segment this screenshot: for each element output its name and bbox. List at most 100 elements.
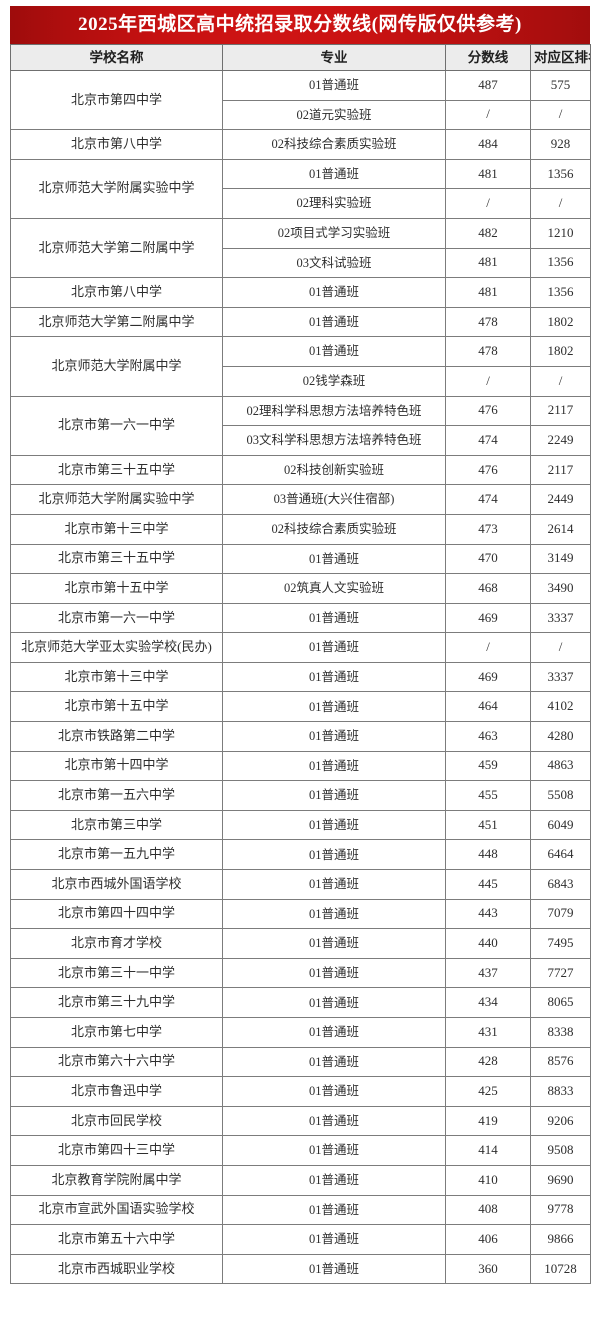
cell-school-name: 北京市第十五中学	[10, 691, 223, 723]
cell-district-rank: 2614	[530, 513, 591, 545]
cell-district-rank: 9778	[530, 1194, 591, 1226]
cell-score-line: 406	[445, 1224, 531, 1255]
cell-school-name: 北京市第三十五中学	[10, 543, 223, 575]
cell-major: 02科技综合素质实验班	[222, 513, 446, 545]
table-row: 北京市第四中学 01普通班 487 575	[10, 69, 591, 131]
table-row: 02道元实验班 / /	[11, 99, 591, 131]
cell-district-rank: 1802	[530, 336, 591, 367]
cell-score-line: 459	[445, 750, 531, 782]
table-row: 北京市第三十五中学 02科技创新实验班 476 2117	[10, 454, 591, 486]
cell-score-line: /	[445, 99, 531, 131]
cell-school-name: 北京师范大学附属实验中学	[10, 158, 223, 219]
cell-score-line: /	[445, 632, 531, 663]
table-row: 02理科实验班 / /	[11, 188, 591, 219]
table-row: 03文科试验班 481 1356	[11, 247, 591, 279]
table-row: 02钱学森班 / /	[11, 365, 591, 397]
cell-district-rank: 1802	[530, 306, 591, 338]
cell-district-rank: 2117	[530, 454, 591, 486]
cell-district-rank: 2449	[530, 484, 591, 515]
table-row: 北京市第八中学 01普通班 481 1356	[10, 277, 591, 308]
table-row: 北京市铁路第二中学 01普通班 463 4280	[10, 721, 591, 752]
cell-school-name: 北京师范大学附属中学	[10, 336, 223, 397]
cell-district-rank: 1356	[530, 247, 591, 279]
table-row: 北京市第六十六中学 01普通班 428 8576	[10, 1046, 591, 1078]
cell-district-rank: 4863	[530, 750, 591, 782]
cell-major: 01普通班	[222, 602, 446, 634]
table-row: 北京师范大学第二附属中学 02项目式学习实验班 482 1210	[10, 217, 591, 279]
table-row: 北京市第五十六中学 01普通班 406 9866	[10, 1224, 591, 1255]
table-header: 学校名称 专业 分数线 对应区排名	[10, 44, 591, 71]
cell-major: 01普通班	[222, 750, 446, 782]
cell-score-line: 437	[445, 957, 531, 989]
cell-district-rank: 575	[530, 70, 591, 101]
cell-major: 02钱学森班	[222, 365, 446, 397]
cell-district-rank: 1210	[530, 217, 591, 249]
cell-score-line: 463	[445, 721, 531, 752]
table-row: 北京市第三十五中学 01普通班 470 3149	[10, 543, 591, 575]
table-row: 北京市第十三中学 02科技综合素质实验班 473 2614	[10, 513, 591, 545]
cell-district-rank: 8833	[530, 1076, 591, 1107]
cell-major: 01普通班	[222, 809, 446, 841]
cell-school-name: 北京市第六十六中学	[10, 1046, 223, 1078]
table-header-row: 学校名称 专业 分数线 对应区排名	[10, 44, 591, 71]
cell-school-name: 北京市第四十三中学	[10, 1135, 223, 1166]
cell-major: 01普通班	[222, 543, 446, 575]
cell-school-name: 北京市第三十九中学	[10, 987, 223, 1018]
cell-major: 01普通班	[222, 1046, 446, 1078]
table-row: 北京师范大学亚太实验学校(民办) 01普通班 / /	[10, 632, 591, 663]
cell-district-rank: 3337	[530, 661, 591, 693]
table-row: 北京市第十三中学 01普通班 469 3337	[10, 661, 591, 693]
cell-score-line: 464	[445, 691, 531, 723]
cell-major: 01普通班	[222, 987, 446, 1018]
cell-school-name: 北京市第一五九中学	[10, 839, 223, 871]
cell-school-name: 北京市第五十六中学	[10, 1224, 223, 1255]
cell-school-name: 北京市第三中学	[10, 809, 223, 841]
cell-score-line: 360	[445, 1253, 531, 1285]
cell-score-line: 445	[445, 869, 531, 900]
table-body: 北京市第四中学 01普通班 487 575 02道元实验班 / / 北京市第八中学 02科技综合…	[10, 69, 591, 1285]
cell-major: 01普通班	[222, 1224, 446, 1255]
cell-district-rank: /	[530, 99, 591, 131]
table-row: 北京市第三十一中学 01普通班 437 7727	[10, 957, 591, 989]
cell-score-line: 448	[445, 839, 531, 871]
cell-score-line: 482	[445, 217, 531, 249]
cell-major: 03文科学科思想方法培养特色班	[222, 425, 446, 456]
cell-school-name: 北京市第八中学	[10, 277, 223, 308]
cell-major: 01普通班	[222, 70, 446, 101]
cell-score-line: 451	[445, 809, 531, 841]
cell-district-rank: 4280	[530, 721, 591, 752]
cell-major: 01普通班	[222, 277, 446, 308]
column-header-score: 分数线	[445, 44, 531, 71]
cell-school-name: 北京市第四十四中学	[10, 898, 223, 930]
cell-district-rank: 6049	[530, 809, 591, 841]
table-row: 北京市第七中学 01普通班 431 8338	[10, 1017, 591, 1048]
cell-major: 02科技综合素质实验班	[222, 129, 446, 160]
table-row: 北京市宣武外国语实验学校 01普通班 408 9778	[10, 1194, 591, 1226]
cell-score-line: 474	[445, 425, 531, 456]
cell-district-rank: 7727	[530, 957, 591, 989]
cell-major: 01普通班	[222, 869, 446, 900]
cell-school-name: 北京市第三十五中学	[10, 454, 223, 486]
cell-school-name: 北京市第一六一中学	[10, 602, 223, 634]
cell-district-rank: 4102	[530, 691, 591, 723]
cell-score-line: 455	[445, 780, 531, 811]
cell-score-line: 487	[445, 70, 531, 101]
table-row: 北京教育学院附属中学 01普通班 410 9690	[10, 1164, 591, 1196]
cell-score-line: 428	[445, 1046, 531, 1078]
cell-score-line: 431	[445, 1017, 531, 1048]
cell-school-name: 北京师范大学第二附属中学	[10, 306, 223, 338]
cell-district-rank: 9206	[530, 1105, 591, 1137]
cell-major: 01普通班	[222, 928, 446, 959]
table-row: 北京市第一六一中学 02理科学科思想方法培养特色班 476 2117	[10, 395, 591, 456]
cell-score-line: 469	[445, 602, 531, 634]
cell-major: 01普通班	[222, 158, 446, 190]
table-row: 北京市西城职业学校 01普通班 360 10728	[10, 1253, 591, 1285]
cell-score-line: 443	[445, 898, 531, 930]
cell-district-rank: /	[530, 632, 591, 663]
cell-district-rank: 9866	[530, 1224, 591, 1255]
cell-district-rank: 2117	[530, 395, 591, 427]
cell-school-name: 北京市铁路第二中学	[10, 721, 223, 752]
cell-major: 02项目式学习实验班	[222, 217, 446, 249]
cell-major: 01普通班	[222, 780, 446, 811]
cell-school-name: 北京市回民学校	[10, 1105, 223, 1137]
